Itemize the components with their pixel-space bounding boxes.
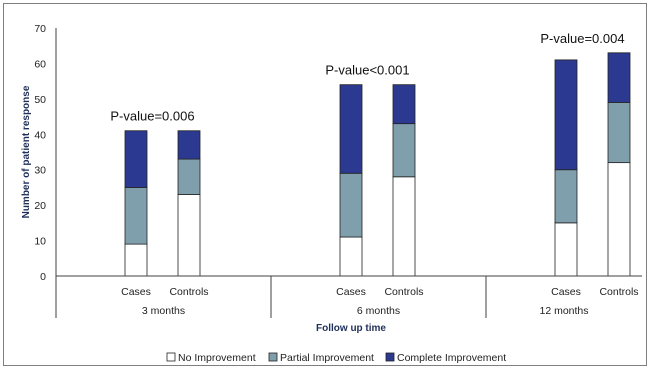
legend-swatch bbox=[385, 352, 395, 362]
legend-label: No Improvement bbox=[178, 352, 256, 364]
group-label: 6 months bbox=[357, 305, 400, 317]
y-tick-label: 30 bbox=[34, 165, 46, 177]
legend-swatch bbox=[166, 352, 176, 362]
bar-segment bbox=[124, 187, 148, 245]
y-tick-label: 20 bbox=[34, 200, 46, 212]
p-value-annotation: P-value=0.006 bbox=[110, 109, 194, 124]
bar-segment bbox=[554, 59, 578, 171]
bars: P-value=0.006 P-value<0.001 P-value=0.004 bbox=[110, 31, 631, 277]
y-tick-label: 70 bbox=[34, 23, 46, 35]
bar-segment bbox=[339, 236, 363, 277]
bar-segment bbox=[392, 176, 416, 277]
bar-category-label: Controls bbox=[384, 286, 423, 298]
bar-segment bbox=[607, 162, 631, 277]
x-axis: Cases Controls 3 months Cases Controls 6 mont… bbox=[55, 275, 642, 318]
y-tick-label: 50 bbox=[34, 94, 46, 106]
legend-label: Complete Improvement bbox=[397, 352, 506, 364]
bar-segment bbox=[392, 84, 416, 125]
bar-category-label: Cases bbox=[336, 286, 366, 298]
bar-category-label: Controls bbox=[169, 286, 208, 298]
y-tick-label: 10 bbox=[34, 236, 46, 248]
bar-segment bbox=[177, 194, 201, 277]
bar-segment bbox=[124, 130, 148, 188]
legend-swatch bbox=[268, 352, 278, 362]
bar-segment bbox=[124, 243, 148, 277]
group-label: 12 months bbox=[539, 305, 588, 317]
bar-segment bbox=[607, 52, 631, 103]
bar-category-label: Controls bbox=[599, 286, 638, 298]
bar-segment bbox=[607, 102, 631, 164]
legend: No Improvement Partial Improvement Complet… bbox=[166, 352, 506, 364]
y-tick-label: 60 bbox=[34, 58, 46, 70]
bar-segment bbox=[339, 172, 363, 238]
bar-category-label: Cases bbox=[121, 286, 151, 298]
bar-segment bbox=[392, 123, 416, 178]
bar-segment bbox=[177, 158, 201, 195]
y-tick-label: 0 bbox=[40, 271, 46, 283]
x-axis-title: Follow up time bbox=[316, 323, 386, 334]
legend-label: Partial Improvement bbox=[280, 352, 374, 364]
y-tick-label: 40 bbox=[34, 129, 46, 141]
p-value-annotation: P-value<0.001 bbox=[325, 63, 409, 78]
bar-segment bbox=[177, 130, 201, 160]
bar-segment bbox=[554, 222, 578, 277]
bar-segment bbox=[339, 84, 363, 174]
chart-frame bbox=[3, 3, 647, 366]
y-axis: 0 10 20 30 40 50 60 70 bbox=[34, 23, 57, 283]
y-axis-title: Number of patient response bbox=[21, 85, 32, 218]
bar-category-label: Cases bbox=[551, 286, 581, 298]
p-value-annotation: P-value=0.004 bbox=[540, 31, 624, 46]
bar-segment bbox=[554, 169, 578, 224]
group-label: 3 months bbox=[142, 305, 185, 317]
